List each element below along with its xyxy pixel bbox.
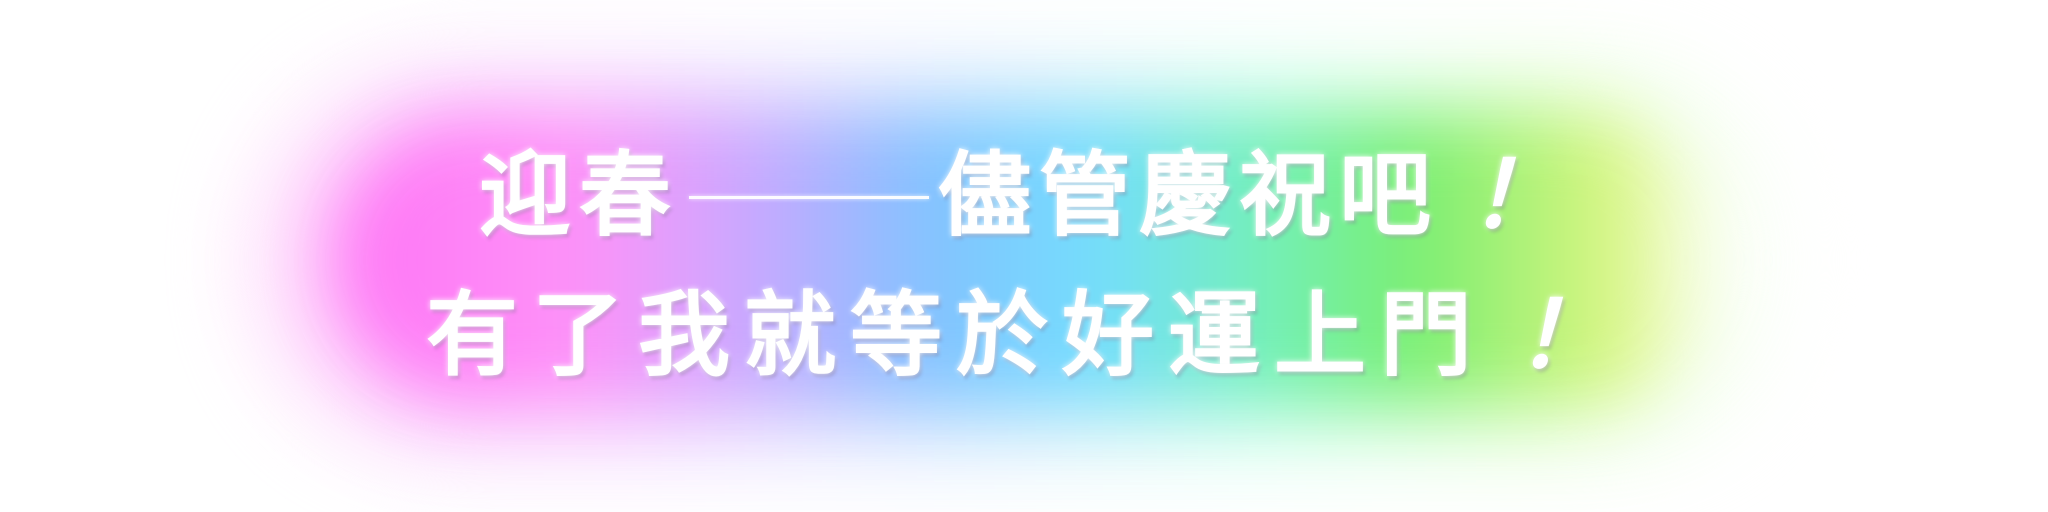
rainbow-glow [330, 115, 1720, 405]
headline-line-1-before: 迎春 [478, 142, 679, 249]
em-dash-rule [688, 196, 929, 200]
headline-line-2: 有了我就等於好運上門！ [0, 290, 2048, 382]
headline-line-2-text: 有了我就等於好運上門 [425, 282, 1486, 389]
headline-line-1: 迎春 儘管慶祝吧！ [0, 150, 2048, 242]
headline-line-1-after: 儘管慶祝吧 [938, 142, 1439, 249]
headline-line-2-exclaim: ！ [1516, 282, 1623, 389]
headline-line-1-exclaim: ！ [1469, 142, 1570, 249]
